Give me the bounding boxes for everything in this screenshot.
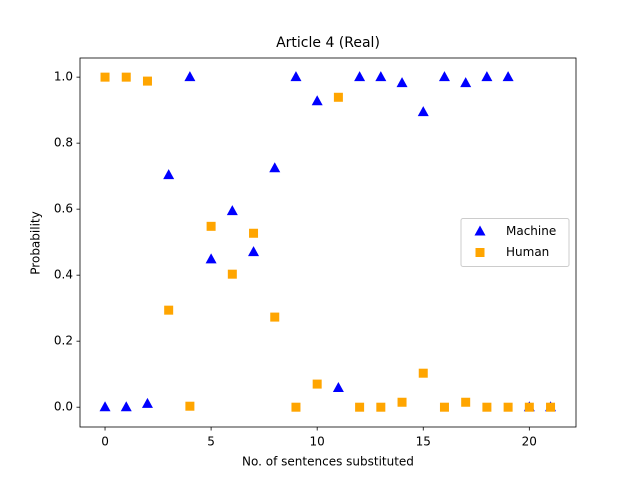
- legend-box: [460, 218, 570, 267]
- y-tick-label: 0.6: [54, 202, 73, 216]
- square-marker: [164, 305, 174, 315]
- square-marker: [206, 221, 216, 231]
- triangle-marker: [332, 382, 344, 393]
- y-tick-label: 0.2: [54, 334, 73, 348]
- square-marker: [333, 92, 343, 102]
- square-marker: [249, 228, 259, 238]
- y-tick-label: 1.0: [54, 70, 73, 84]
- triangle-marker: [311, 95, 323, 106]
- triangle-marker: [226, 205, 238, 216]
- triangle-marker: [269, 162, 281, 173]
- square-marker: [121, 72, 131, 82]
- triangle-marker: [438, 71, 450, 82]
- triangle-marker: [163, 169, 175, 180]
- y-tick-label: 0.4: [54, 268, 73, 282]
- square-marker: [185, 401, 195, 411]
- legend-label: Machine: [506, 224, 556, 238]
- square-marker: [475, 248, 485, 257]
- x-tick-label: 15: [416, 435, 431, 449]
- x-tick-label: 0: [101, 435, 109, 449]
- square-marker: [461, 397, 471, 407]
- y-tick-label: 0.8: [54, 136, 73, 150]
- triangle-marker: [120, 401, 132, 412]
- x-axis-label: No. of sentences substituted: [242, 455, 414, 469]
- plot-frame: [79, 57, 577, 428]
- square-marker: [142, 76, 152, 86]
- x-tick-label: 10: [310, 435, 325, 449]
- triangle-marker: [248, 246, 260, 257]
- triangle-marker: [141, 397, 153, 408]
- triangle-marker: [396, 77, 408, 88]
- square-marker: [546, 402, 556, 412]
- triangle-marker: [184, 71, 196, 82]
- square-marker: [291, 402, 301, 412]
- square-marker: [227, 269, 237, 279]
- y-axis-label: Probability: [29, 211, 43, 274]
- square-marker: [270, 312, 280, 322]
- square-marker: [355, 402, 365, 412]
- triangle-marker: [99, 401, 111, 412]
- triangle-marker: [502, 71, 514, 82]
- square-marker: [524, 402, 534, 412]
- x-tick-label: 5: [207, 435, 215, 449]
- square-marker: [503, 402, 513, 412]
- legend-label: Human: [506, 245, 549, 259]
- square-marker: [397, 397, 407, 407]
- square-marker: [312, 379, 322, 389]
- square-marker: [376, 402, 386, 412]
- triangle-marker: [474, 225, 486, 236]
- triangle-marker: [205, 253, 217, 264]
- square-marker: [482, 402, 492, 412]
- triangle-marker: [417, 106, 429, 117]
- x-tick-label: 20: [522, 435, 537, 449]
- triangle-marker: [481, 71, 493, 82]
- square-marker: [100, 72, 110, 82]
- triangle-marker: [460, 77, 472, 88]
- square-marker: [439, 402, 449, 412]
- triangle-marker: [375, 71, 387, 82]
- square-marker: [418, 368, 428, 378]
- triangle-marker: [354, 71, 366, 82]
- triangle-marker: [290, 71, 302, 82]
- chart-title: Article 4 (Real): [276, 35, 380, 51]
- y-tick-label: 0.0: [54, 400, 73, 414]
